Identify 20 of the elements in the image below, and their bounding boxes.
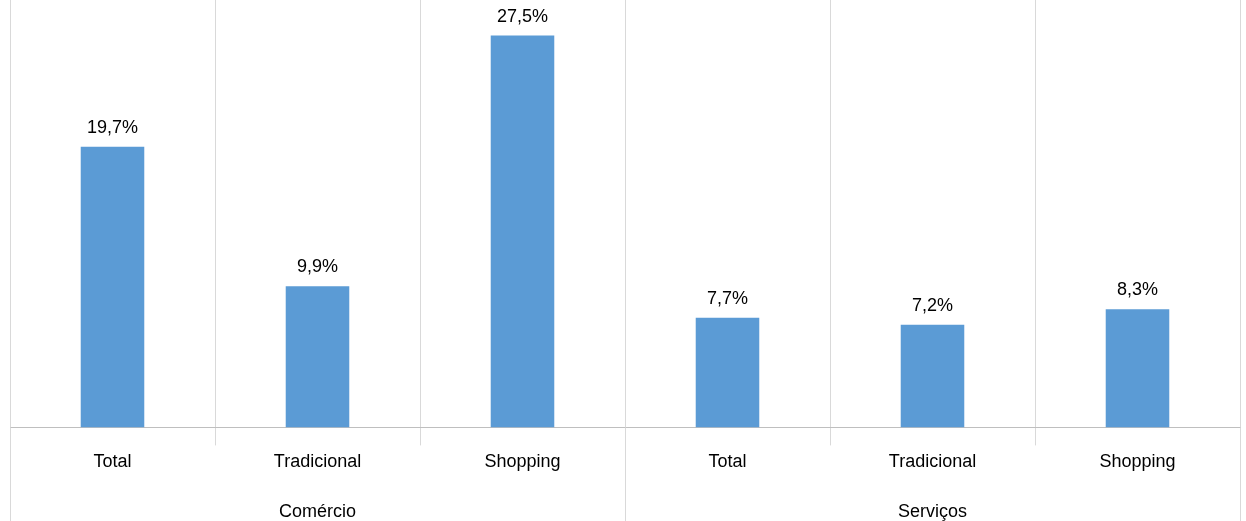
data-label: 7,2% (911, 294, 954, 315)
bar (490, 35, 555, 428)
x-tick-label: Shopping (484, 451, 561, 472)
text: Serviços (897, 501, 968, 521)
data-label: 7,7% (706, 287, 749, 308)
data-label: 19,7% (86, 116, 139, 137)
x-tick-label: Tradicional (273, 451, 362, 472)
bar (1105, 309, 1170, 428)
data-label: 27,5% (496, 5, 549, 26)
x-tick-label: Shopping (1099, 451, 1176, 472)
bar (695, 317, 760, 428)
text: Comércio (278, 501, 357, 521)
data-label: 8,3% (1116, 279, 1159, 300)
x-tick-label: Tradicional (888, 451, 977, 472)
x-tick-label: Total (93, 451, 132, 472)
bar (80, 146, 145, 428)
x-tick-label: Total (708, 451, 747, 472)
data-label: 9,9% (296, 256, 339, 277)
bar (900, 324, 965, 428)
bar (285, 286, 350, 428)
